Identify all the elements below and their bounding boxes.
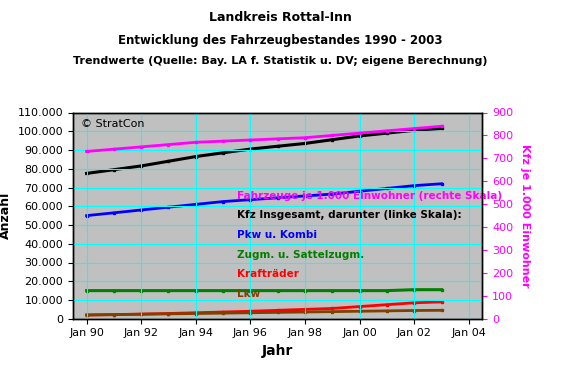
Text: Fahrzeuge je 1.000 Einwohner (rechte Skala): Fahrzeuge je 1.000 Einwohner (rechte Ska… xyxy=(237,191,502,201)
Text: Entwicklung des Fahrzeugbestandes 1990 - 2003: Entwicklung des Fahrzeugbestandes 1990 -… xyxy=(118,34,443,47)
Y-axis label: Kfz je 1.000 Einwohner: Kfz je 1.000 Einwohner xyxy=(520,144,530,287)
Text: Zugm. u. Sattelzugm.: Zugm. u. Sattelzugm. xyxy=(237,250,364,259)
Text: Lkw: Lkw xyxy=(237,289,260,299)
Y-axis label: Anzahl: Anzahl xyxy=(0,192,12,239)
Text: Trendwerte (Quelle: Bay. LA f. Statistik u. DV; eigene Berechnung): Trendwerte (Quelle: Bay. LA f. Statistik… xyxy=(73,56,488,66)
Text: © StratCon: © StratCon xyxy=(81,118,145,129)
Text: Krafträder: Krafträder xyxy=(237,269,298,279)
Text: Pkw u. Kombi: Pkw u. Kombi xyxy=(237,230,317,240)
Text: Kfz Insgesamt, darunter (linke Skala):: Kfz Insgesamt, darunter (linke Skala): xyxy=(237,210,461,220)
Text: Landkreis Rottal-Inn: Landkreis Rottal-Inn xyxy=(209,11,352,24)
X-axis label: Jahr: Jahr xyxy=(262,344,293,358)
